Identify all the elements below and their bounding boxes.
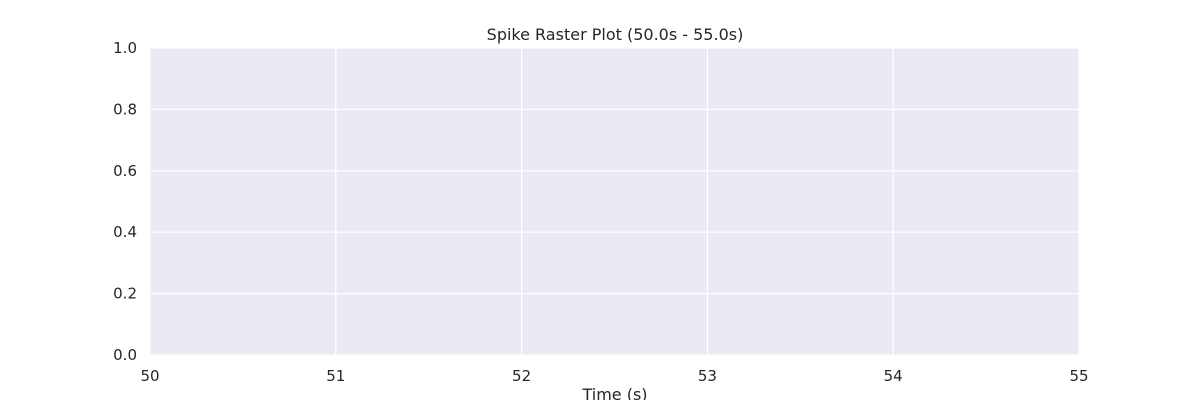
x-tick-label: 52: [512, 367, 531, 385]
y-tick-label: 1.0: [113, 39, 137, 57]
x-tick-label: 51: [326, 367, 345, 385]
x-tick-label: 55: [1069, 367, 1088, 385]
y-tick-label: 0.2: [113, 285, 137, 303]
grid-lines: [149, 47, 1080, 356]
x-axis-label: Time (s): [581, 385, 647, 400]
x-tick-label: 53: [698, 367, 717, 385]
y-tick-label: 0.6: [113, 162, 137, 180]
y-tick-label: 0.4: [113, 223, 137, 241]
x-tick-label: 50: [140, 367, 159, 385]
x-tick-label: 54: [884, 367, 903, 385]
chart-title: Spike Raster Plot (50.0s - 55.0s): [487, 25, 744, 44]
x-axis-ticks: 50 51 52 53 54 55: [140, 367, 1088, 385]
plot-area: [150, 48, 1079, 355]
y-axis-ticks: 0.0 0.2 0.4 0.6 0.8 1.0: [113, 39, 137, 364]
y-tick-label: 0.8: [113, 100, 137, 118]
y-tick-label: 0.0: [113, 346, 137, 364]
